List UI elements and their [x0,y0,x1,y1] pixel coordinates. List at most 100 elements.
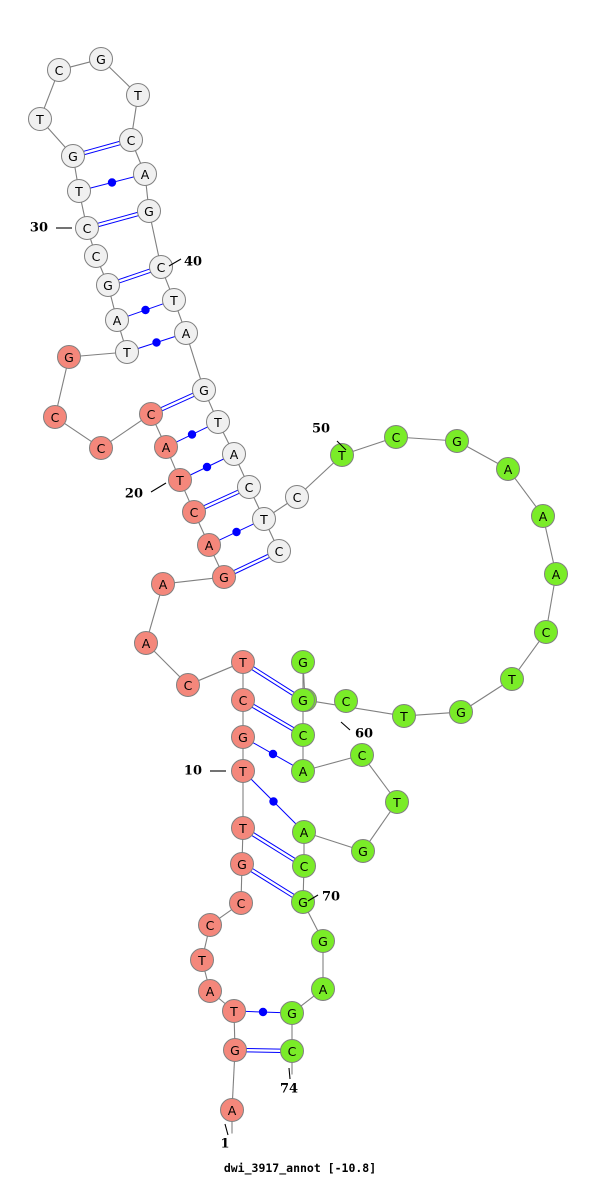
base-circle[interactable] [267,539,291,563]
base-circle[interactable] [291,759,315,783]
base-circle[interactable] [285,485,309,509]
base-node-35[interactable]: G [89,47,113,71]
base-node-39[interactable]: G [137,199,161,223]
base-node-41[interactable]: T [162,288,186,312]
base-circle[interactable] [229,891,253,915]
base-circle[interactable] [57,345,81,369]
base-node-58[interactable]: G [449,700,473,724]
base-node-5[interactable]: T [190,948,214,972]
base-node-12[interactable]: C [231,688,255,712]
base-circle[interactable] [351,839,375,863]
base-circle[interactable] [89,47,113,71]
base-circle[interactable] [231,650,255,674]
base-node-75[interactable]: C [280,1039,304,1063]
base-node-10[interactable]: T [231,759,255,783]
base-circle[interactable] [449,700,473,724]
base-node-43[interactable]: G [192,378,216,402]
base-circle[interactable] [190,948,214,972]
base-circle[interactable] [198,979,222,1003]
base-node-42[interactable]: A [174,321,198,345]
base-circle[interactable] [192,378,216,402]
base-circle[interactable] [350,743,374,767]
base-circle[interactable] [222,442,246,466]
base-circle[interactable] [534,620,558,644]
base-circle[interactable] [119,128,143,152]
base-node-20[interactable]: T [168,468,192,492]
base-node-38[interactable]: A [133,162,157,186]
base-circle[interactable] [176,673,200,697]
base-circle[interactable] [230,852,254,876]
base-circle[interactable] [198,913,222,937]
base-circle[interactable] [197,533,221,557]
base-node-33[interactable]: T [28,107,52,131]
base-circle[interactable] [231,725,255,749]
base-circle[interactable] [292,854,316,878]
base-node-65[interactable]: A [291,759,315,783]
base-node-24[interactable]: C [43,405,67,429]
base-node-46[interactable]: C [237,475,261,499]
base-node-54[interactable]: A [531,504,555,528]
base-circle[interactable] [311,977,335,1001]
base-circle[interactable] [154,435,178,459]
base-node-15[interactable]: A [134,631,158,655]
base-node-11[interactable]: G [231,725,255,749]
base-node-4[interactable]: A [198,979,222,1003]
base-circle[interactable] [43,405,67,429]
base-node-53[interactable]: A [496,457,520,481]
base-node-37[interactable]: C [119,128,143,152]
base-circle[interactable] [115,340,139,364]
base-circle[interactable] [334,689,358,713]
base-circle[interactable] [96,273,120,297]
base-node-27[interactable]: A [105,308,129,332]
base-circle[interactable] [544,562,568,586]
base-circle[interactable] [291,650,315,674]
base-node-18[interactable]: A [197,533,221,557]
base-node-8[interactable]: G [230,852,254,876]
base-circle[interactable] [133,162,157,186]
base-circle[interactable] [237,475,261,499]
base-circle[interactable] [330,443,354,467]
base-node-7[interactable]: C [229,891,253,915]
base-circle[interactable] [231,816,255,840]
base-node-2[interactable]: G [223,1038,247,1062]
base-node-48[interactable]: C [267,539,291,563]
base-circle[interactable] [280,1001,304,1025]
base-node-50[interactable]: T [330,443,354,467]
base-node-9[interactable]: T [231,816,255,840]
base-circle[interactable] [496,457,520,481]
base-circle[interactable] [231,759,255,783]
base-circle[interactable] [445,429,469,453]
base-node-68[interactable]: G [351,839,375,863]
base-circle[interactable] [137,199,161,223]
base-node-66[interactable]: C [350,743,374,767]
base-node-40[interactable]: C [149,255,173,279]
base-circle[interactable] [174,321,198,345]
base-circle[interactable] [291,890,315,914]
base-node-30[interactable]: C [75,216,99,240]
base-node-69[interactable]: A [292,820,316,844]
base-node-19[interactable]: C [182,500,206,524]
base-node-28[interactable]: G [96,273,120,297]
base-node-21[interactable]: A [154,435,178,459]
base-node-31[interactable]: T [67,179,91,203]
base-node-13[interactable]: T [231,650,255,674]
base-circle[interactable] [231,688,255,712]
base-node-59[interactable]: T [392,704,416,728]
base-node-14[interactable]: C [176,673,200,697]
base-node-34[interactable]: C [47,58,71,82]
base-circle[interactable] [75,216,99,240]
base-node-67[interactable]: T [385,790,409,814]
base-circle[interactable] [182,500,206,524]
base-circle[interactable] [61,144,85,168]
base-node-74[interactable]: G [280,1001,304,1025]
base-node-3[interactable]: T [222,999,246,1023]
base-node-16[interactable]: A [151,572,175,596]
base-circle[interactable] [84,244,108,268]
base-circle[interactable] [126,83,150,107]
base-circle[interactable] [500,667,524,691]
base-circle[interactable] [223,1038,247,1062]
base-node-63[interactable]: G [291,688,315,712]
base-circle[interactable] [134,631,158,655]
